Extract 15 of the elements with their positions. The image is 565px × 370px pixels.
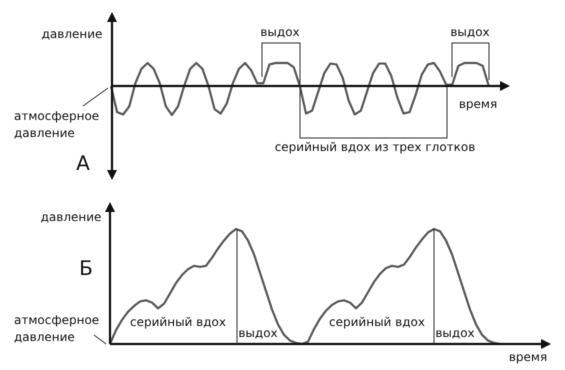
annotation: серийный вдох [329,315,425,329]
x-axis-title: время [458,97,498,111]
text: серийный вдох из трех глотков [274,140,476,154]
text: выдох [450,25,490,39]
y-axis-title: давление [42,27,102,41]
y-axis-title: давление [40,210,102,224]
text: атмосферное давление [14,108,100,142]
text: А [76,151,90,175]
text: Б [79,256,93,280]
annotation: выдох [435,326,475,340]
annotation: выдох [238,326,278,340]
x-axis-title: время [508,350,548,364]
text: атмосферное давление [14,312,100,346]
annotation: серийный вдох [130,315,226,329]
text: выдох [260,25,300,39]
